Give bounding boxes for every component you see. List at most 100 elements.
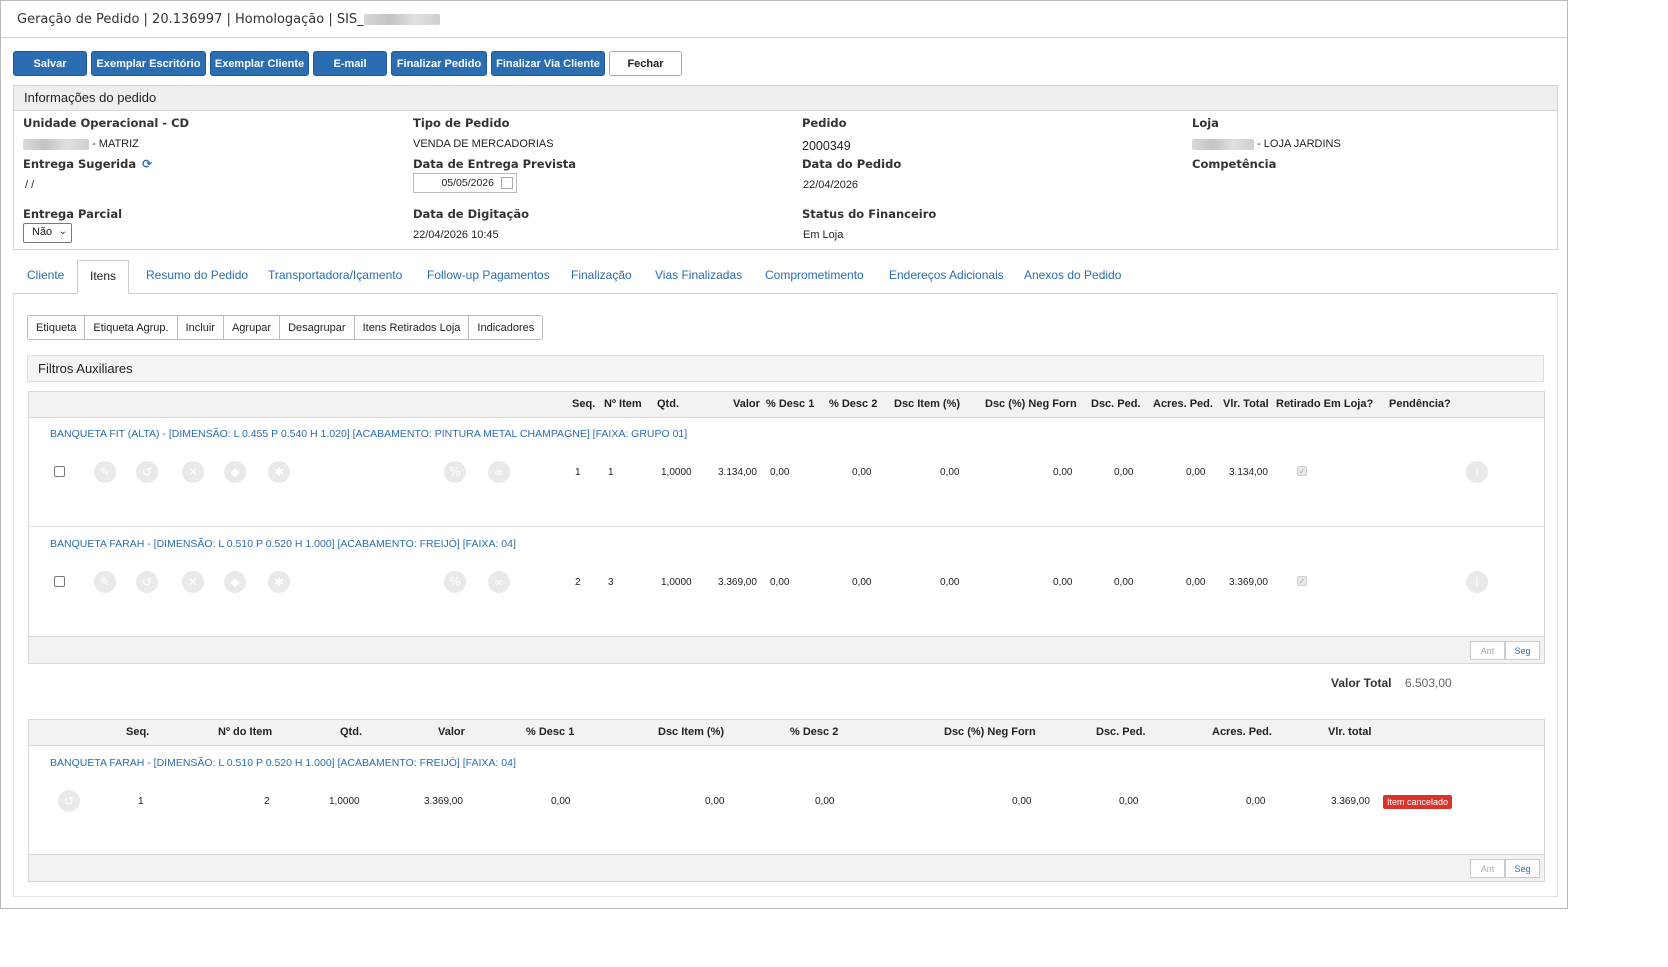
finalize-via-client-button[interactable]: Finalizar Via Cliente xyxy=(491,51,605,76)
col-dsc-ped: Dsc. Ped. xyxy=(1091,398,1141,410)
col-dsc-item: Dsc Item (%) xyxy=(894,398,961,410)
col-acres-ped: Acres. Ped. xyxy=(1153,398,1213,410)
cell-acres-ped: 0,00 xyxy=(1186,467,1206,478)
window-title: Geração de Pedido | 20.136997 | Homologa… xyxy=(2,2,1566,38)
cell-seq: 1 xyxy=(575,467,581,478)
loja-value: - LOJA JARDINS xyxy=(1192,138,1341,150)
history-icon[interactable]: ↺ xyxy=(136,571,158,593)
client-copy-button[interactable]: Exemplar Cliente xyxy=(210,51,309,76)
row-checkbox[interactable] xyxy=(54,576,65,587)
indicadores-button[interactable]: Indicadores xyxy=(468,315,544,340)
items-grid: Seq. Nº Item Qtd. Valor % Desc 1 % Desc … xyxy=(28,391,1545,664)
close-button[interactable]: Fechar xyxy=(609,51,682,76)
edit-icon[interactable]: ✎ xyxy=(94,461,116,483)
tag-icon[interactable]: ◆ xyxy=(224,571,246,593)
incluir-button[interactable]: Incluir xyxy=(176,315,224,340)
tab-transportadora[interactable]: Transportadora/Içamento xyxy=(268,268,403,282)
remove-icon[interactable]: ✕ xyxy=(182,571,204,593)
cell-dsc-neg-forn: 0,00 xyxy=(1012,796,1032,807)
history-icon[interactable]: ↺ xyxy=(58,790,80,812)
cell-vlr-total: 3.369,00 xyxy=(1229,577,1268,588)
edit-icon[interactable]: ✎ xyxy=(94,571,116,593)
finalize-order-button[interactable]: Finalizar Pedido xyxy=(391,51,487,76)
product-link[interactable]: BANQUETA FARAH - [DIMENSÃO: L 0.510 P 0.… xyxy=(50,757,516,769)
row-divider xyxy=(29,526,1544,527)
product-link[interactable]: BANQUETA FIT (ALTA) - [DIMENSÃO: L 0.455… xyxy=(50,428,688,440)
cell-dsc-neg-forn: 0,00 xyxy=(1053,467,1073,478)
filtros-auxiliares[interactable]: Filtros Auxiliares xyxy=(27,355,1544,382)
data-entrega-input[interactable]: 05/05/2026 xyxy=(413,173,517,193)
discount-icon[interactable]: % xyxy=(444,461,466,483)
remove-icon[interactable]: ✕ xyxy=(182,461,204,483)
col-vlr-total: Vlr. Total xyxy=(1223,398,1269,410)
entrega-parcial-select[interactable]: Não ⌄ xyxy=(23,223,72,243)
desagrupar-button[interactable]: Desagrupar xyxy=(279,315,355,340)
cell-dsc-ped: 0,00 xyxy=(1114,467,1134,478)
cancelled-grid-footer: Ant Seg xyxy=(29,854,1544,881)
tab-comprometimento[interactable]: Comprometimento xyxy=(765,268,864,282)
tab-finalizacao[interactable]: Finalização xyxy=(571,268,632,282)
info-icon[interactable]: i xyxy=(1466,461,1488,483)
etiqueta-agrup-button[interactable]: Etiqueta Agrup. xyxy=(84,315,178,340)
pedido-label: Pedido xyxy=(802,116,847,130)
col-desc2: % Desc 2 xyxy=(790,726,839,738)
cancelled-items-grid: Seq. Nº do Item Qtd. Valor % Desc 1 Dsc … xyxy=(28,719,1545,882)
cell-n-item: 1 xyxy=(608,467,614,478)
refresh-icon[interactable]: ⟳ xyxy=(142,157,153,171)
email-button[interactable]: E-mail xyxy=(313,51,387,76)
tab-vias-finalizadas[interactable]: Vias Finalizadas xyxy=(655,268,743,282)
loja-label: Loja xyxy=(1192,116,1219,130)
cell-desc1: 0,00 xyxy=(770,467,790,478)
cell-n-item: 3 xyxy=(608,577,614,588)
col-valor: Valor xyxy=(438,726,465,738)
save-button[interactable]: Salvar xyxy=(13,51,87,76)
history-icon[interactable]: ↺ xyxy=(136,461,158,483)
gear-icon[interactable]: ✱ xyxy=(268,461,290,483)
gear-icon[interactable]: ✱ xyxy=(268,571,290,593)
next-page-button[interactable]: Seg xyxy=(1505,859,1540,878)
etiqueta-button[interactable]: Etiqueta xyxy=(27,315,86,340)
tab-itens[interactable]: Itens xyxy=(77,260,130,294)
cancelled-badge: Item cancelado xyxy=(1383,795,1453,809)
col-n-item: Nº do Item xyxy=(218,726,273,738)
discount-icon[interactable]: % xyxy=(444,571,466,593)
entrega-sugerida-label-text: Entrega Sugerida xyxy=(23,157,137,171)
cell-qtd: 1,0000 xyxy=(661,467,692,478)
items-subtoolbar: Etiqueta Etiqueta Agrup. Incluir Agrupar… xyxy=(27,315,544,340)
valor-total-label: Valor Total xyxy=(1331,676,1392,690)
prev-page-button[interactable]: Ant xyxy=(1470,641,1505,660)
itens-retirados-loja-button[interactable]: Itens Retirados Loja xyxy=(353,315,470,340)
office-copy-button[interactable]: Exemplar Escritório xyxy=(91,51,206,76)
cell-vlr-total: 3.134,00 xyxy=(1229,467,1268,478)
calendar-icon[interactable] xyxy=(501,177,513,189)
data-entrega-label: Data de Entrega Prevista xyxy=(413,157,577,171)
cell-n-item: 2 xyxy=(264,796,270,807)
next-page-button[interactable]: Seg xyxy=(1505,641,1540,660)
col-valor: Valor xyxy=(733,398,760,410)
agrupar-button[interactable]: Agrupar xyxy=(222,315,281,340)
row-checkbox[interactable] xyxy=(54,466,65,477)
cell-qtd: 1,0000 xyxy=(661,577,692,588)
tab-anexos-pedido[interactable]: Anexos do Pedido xyxy=(1024,268,1122,282)
tag-icon[interactable]: ◆ xyxy=(224,461,246,483)
prev-page-button[interactable]: Ant xyxy=(1470,859,1505,878)
cell-seq: 2 xyxy=(575,577,581,588)
link-icon[interactable]: ∞ xyxy=(488,461,510,483)
cell-dsc-item: 0,00 xyxy=(940,577,960,588)
tab-enderecos-adicionais[interactable]: Endereços Adicionais xyxy=(889,268,1004,282)
info-icon[interactable]: i xyxy=(1466,571,1488,593)
link-icon[interactable]: ∞ xyxy=(488,571,510,593)
cell-qtd: 1,0000 xyxy=(329,796,360,807)
tab-cliente[interactable]: Cliente xyxy=(27,268,65,282)
cell-desc2: 0,00 xyxy=(815,796,835,807)
entrega-parcial-label: Entrega Parcial xyxy=(23,207,123,221)
product-link[interactable]: BANQUETA FARAH - [DIMENSÃO: L 0.510 P 0.… xyxy=(50,538,516,550)
unidade-label: Unidade Operacional - CD xyxy=(23,116,190,130)
cell-valor: 3.369,00 xyxy=(424,796,463,807)
cell-valor: 3.134,00 xyxy=(718,467,757,478)
status-financeiro-label: Status do Financeiro xyxy=(802,207,937,221)
entrega-sugerida-value: / / xyxy=(25,179,35,191)
tab-resumo-pedido[interactable]: Resumo do Pedido xyxy=(146,268,249,282)
tab-followup-pagamentos[interactable]: Follow-up Pagamentos xyxy=(427,268,550,282)
pedido-value: 2000349 xyxy=(802,139,851,153)
